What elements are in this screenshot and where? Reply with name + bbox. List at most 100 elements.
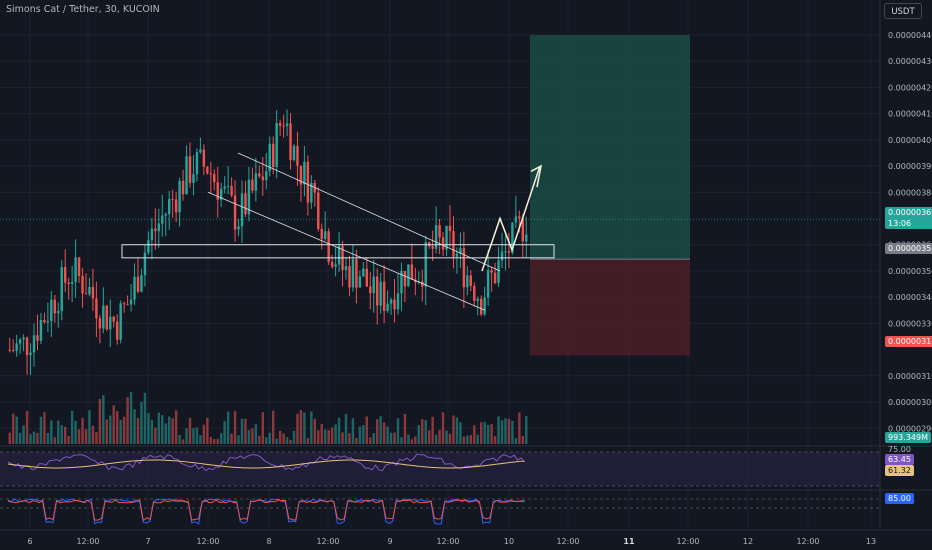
candle-body-146 xyxy=(514,216,518,223)
time-tick-0: 6 xyxy=(27,537,32,546)
candle-body-18 xyxy=(70,281,74,285)
candle-body-66 xyxy=(237,226,240,230)
arrow-head xyxy=(530,164,543,188)
candle-body-125 xyxy=(441,237,445,250)
candle-body-94 xyxy=(334,264,337,267)
candle-body-124 xyxy=(438,225,441,238)
candle-body-110 xyxy=(389,299,393,304)
volume-bar-130 xyxy=(459,422,462,444)
volume-bar-73 xyxy=(261,412,265,444)
volume-bar-12 xyxy=(50,420,53,444)
candle-body-67 xyxy=(240,193,244,227)
candle-body-22 xyxy=(84,293,88,295)
volume-bar-134 xyxy=(473,425,476,444)
volume-bar-61 xyxy=(219,433,223,444)
candle-body-115 xyxy=(407,264,410,287)
candle-body-147 xyxy=(518,216,521,219)
candle-body-137 xyxy=(483,297,486,315)
volume-bar-24 xyxy=(91,425,95,444)
volume-bar-116 xyxy=(410,439,414,444)
currency-button[interactable]: USDT xyxy=(884,3,922,19)
candle-body-28 xyxy=(105,305,109,330)
time-tick-12: 12 xyxy=(743,537,753,546)
volume-bar-131 xyxy=(462,436,466,444)
candle-body-133 xyxy=(469,275,473,286)
rsi-value-label: 63.45 xyxy=(885,454,914,465)
price-tick-11: 0.0000031000 xyxy=(888,372,932,381)
stop-zone xyxy=(530,259,690,356)
candle-body-6 xyxy=(29,352,32,355)
price-tick-5: 0.0000039000 xyxy=(888,162,932,171)
volume-bar-42 xyxy=(154,427,157,444)
stop-price-label: 0.0000031780 xyxy=(885,336,932,347)
candle-body-56 xyxy=(202,149,206,167)
volume-bar-120 xyxy=(424,420,427,444)
volume-bar-79 xyxy=(282,433,285,444)
volume-bar-72 xyxy=(258,435,261,444)
volume-bar-128 xyxy=(452,415,455,444)
volume-bar-52 xyxy=(188,417,192,444)
time-tick-3: 12:00 xyxy=(196,537,219,546)
candle-body-120 xyxy=(424,242,427,287)
volume-bar-37 xyxy=(136,417,140,444)
volume-bar-13 xyxy=(53,437,57,444)
volume-bar-26 xyxy=(98,399,102,444)
volume-bar-148 xyxy=(521,435,525,444)
candle-body-20 xyxy=(77,257,81,277)
candle-body-60 xyxy=(216,182,219,200)
candle-body-101 xyxy=(358,276,362,288)
volume-bar-21 xyxy=(81,417,84,444)
candle-body-142 xyxy=(500,251,504,261)
volume-bar-85 xyxy=(303,412,306,444)
candle-body-61 xyxy=(219,188,223,200)
volume-bar-9 xyxy=(39,416,43,444)
time-tick-4: 8 xyxy=(266,537,271,546)
candle-body-122 xyxy=(431,246,434,249)
candle-body-111 xyxy=(393,299,396,310)
volume-bar-95 xyxy=(337,417,341,444)
candle-body-44 xyxy=(161,215,164,224)
volume-bar-149 xyxy=(525,415,528,444)
volume-bar-123 xyxy=(434,434,438,444)
volume-bar-106 xyxy=(375,419,379,444)
candle-body-128 xyxy=(452,230,455,257)
volume-bar-142 xyxy=(500,420,504,444)
candle-body-74 xyxy=(265,171,268,181)
volume-bar-74 xyxy=(265,437,268,444)
volume-bar-100 xyxy=(355,437,358,444)
candle-body-140 xyxy=(493,272,497,283)
candle-body-70 xyxy=(251,179,254,191)
time-tick-9: 12:00 xyxy=(556,537,579,546)
volume-bar-147 xyxy=(518,412,521,444)
time-tick-8: 10 xyxy=(504,537,514,546)
candle-body-109 xyxy=(386,303,389,312)
candle-body-38 xyxy=(140,275,143,292)
volume-bar-33 xyxy=(122,416,126,444)
candle-body-91 xyxy=(323,231,327,240)
countdown-value: 13:06 xyxy=(888,219,912,228)
candle-body-145 xyxy=(511,222,514,253)
candle-body-69 xyxy=(247,179,251,215)
candle-body-4 xyxy=(22,337,25,340)
candle-body-139 xyxy=(490,270,493,273)
volume-bar-36 xyxy=(133,409,136,444)
volume-bar-133 xyxy=(469,435,473,444)
volume-bar-124 xyxy=(438,429,441,444)
candle-body-10 xyxy=(43,320,46,323)
candle-body-114 xyxy=(403,270,407,287)
volume-bar-125 xyxy=(441,412,445,444)
volume-bar-139 xyxy=(490,424,493,444)
channel-bottom-line xyxy=(207,191,486,311)
volume-bar-28 xyxy=(105,419,109,444)
volume-bar-101 xyxy=(358,426,362,444)
rsi-ma-label: 61.32 xyxy=(885,465,914,476)
volume-bar-51 xyxy=(185,428,188,444)
volume-bar-98 xyxy=(348,433,351,444)
candle-body-116 xyxy=(410,264,414,280)
candle-body-46 xyxy=(167,199,171,214)
candle-body-35 xyxy=(129,299,133,305)
candle-body-81 xyxy=(289,123,292,160)
volume-bar-64 xyxy=(230,433,233,444)
volume-bar-143 xyxy=(504,418,507,444)
